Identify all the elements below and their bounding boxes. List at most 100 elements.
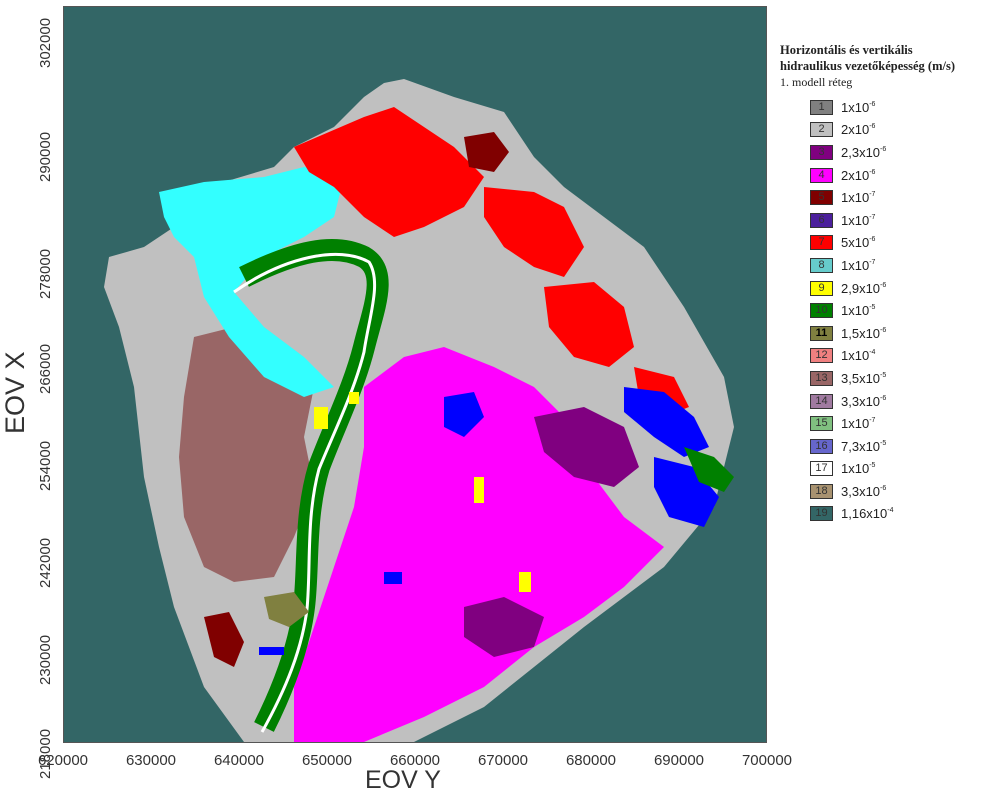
legend-exponent: -7 (869, 417, 876, 425)
legend-label: 2x10-6 (841, 122, 875, 137)
legend-label: 1,5x10-6 (841, 326, 886, 341)
legend-mantissa: 1x10 (841, 348, 870, 364)
legend-exponent: -5 (869, 304, 876, 312)
legend-exponent: -6 (880, 281, 887, 289)
y-axis-title: EOV X (0, 351, 30, 434)
legend-item: 7 5x10-6 (810, 232, 980, 255)
zone-5-southwest (204, 612, 244, 667)
x-tick-label: 660000 (389, 752, 441, 769)
legend-exponent: -5 (880, 371, 887, 379)
legend-swatch: 9 (810, 280, 833, 296)
legend-mantissa: 1x10 (841, 99, 870, 115)
legend-label: 7,3x10-5 (841, 439, 886, 454)
zone-6-spot (384, 572, 402, 584)
river-line (233, 252, 377, 733)
zone-3-area-2 (464, 597, 544, 657)
legend-item: 9 2,9x10-6 (810, 277, 980, 300)
legend-swatch: 15 (810, 416, 833, 432)
legend-label: 3,5x10-5 (841, 371, 886, 386)
zone-6-east (624, 387, 709, 457)
legend-swatch: 5 (810, 190, 833, 206)
x-tick-label: 670000 (477, 752, 529, 769)
zone-9-spot-3 (519, 572, 531, 592)
legend-item: 5 1x10-7 (810, 186, 980, 209)
legend-label: 5x10-6 (841, 235, 875, 250)
legend-item: 10 1x10-5 (810, 299, 980, 322)
legend-swatch: 6 (810, 212, 833, 228)
zone-7-east (484, 187, 584, 277)
y-tick-label: 218000 (37, 728, 54, 779)
legend-swatch: 12 (810, 348, 833, 364)
legend-label: 1,16x10-4 (841, 506, 894, 521)
legend-label: 2,3x10-6 (841, 145, 886, 160)
legend-mantissa: 1x10 (841, 190, 870, 206)
legend-item: 3 2,3x10-6 (810, 141, 980, 164)
zone-13-block (179, 327, 314, 582)
legend-exponent: -6 (880, 394, 887, 402)
legend-label: 1x10-7 (841, 190, 875, 205)
legend-label: 3,3x10-6 (841, 394, 886, 409)
y-tick-label: 266000 (37, 343, 54, 394)
legend-mantissa: 1x10 (841, 416, 870, 432)
legend-items: 1 1x10-6 2 2x10-6 3 2,3x10-6 4 2x10-6 5 1x10-7 6 1x… (810, 96, 980, 525)
y-tick-label: 254000 (37, 440, 54, 491)
legend-mantissa: 7,3x10 (841, 438, 881, 454)
legend-exponent: -6 (869, 123, 876, 131)
legend-item: 13 3,5x10-5 (810, 367, 980, 390)
legend-exponent: -5 (869, 462, 876, 470)
legend-mantissa: 1,5x10 (841, 325, 881, 341)
legend-mantissa: 3,3x10 (841, 393, 881, 409)
legend-label: 1x10-7 (841, 258, 875, 273)
legend-mantissa: 2,3x10 (841, 144, 881, 160)
legend-title: Horizontális és vertikális hidraulikus v… (780, 43, 955, 73)
legend-swatch: 10 (810, 303, 833, 319)
legend-item: 17 1x10-5 (810, 458, 980, 481)
legend-exponent: -5 (880, 439, 887, 447)
x-tick-label: 680000 (565, 752, 617, 769)
y-tick-label: 278000 (37, 248, 54, 299)
legend-mantissa: 1,16x10 (841, 506, 888, 522)
y-tick-label: 230000 (37, 634, 54, 685)
legend-item: 15 1x10-7 (810, 412, 980, 435)
legend-swatch: 1 (810, 99, 833, 115)
legend-swatch: 8 (810, 257, 833, 273)
legend-exponent: -7 (869, 191, 876, 199)
x-tick-label: 650000 (301, 752, 353, 769)
zone-8-area (159, 167, 344, 397)
zone-7-north (294, 107, 484, 237)
legend-subtitle: 1. modell réteg (780, 75, 853, 89)
legend-swatch: 11 (810, 325, 833, 341)
legend-exponent: -7 (869, 213, 876, 221)
legend-exponent: -6 (869, 100, 876, 108)
legend-swatch: 16 (810, 438, 833, 454)
legend-label: 3,3x10-6 (841, 484, 886, 499)
zone-11-patch (264, 592, 309, 627)
legend-swatch: 4 (810, 167, 833, 183)
legend-mantissa: 1x10 (841, 303, 870, 319)
zone-3-area (534, 407, 639, 487)
x-tick-label: 620000 (37, 752, 89, 769)
legend-label: 1x10-5 (841, 303, 875, 318)
legend-item: 6 1x10-7 (810, 209, 980, 232)
y-tick-label: 290000 (37, 131, 54, 182)
legend-mantissa: 2x10 (841, 122, 870, 138)
x-axis-title: EOV Y (365, 766, 441, 794)
legend-label: 1x10-6 (841, 100, 875, 115)
legend-swatch: 3 (810, 144, 833, 160)
legend-item: 2 2x10-6 (810, 119, 980, 142)
legend-swatch: 17 (810, 461, 833, 477)
legend-exponent: -7 (869, 258, 876, 266)
legend-swatch: 2 (810, 122, 833, 138)
x-tick-label: 700000 (741, 752, 793, 769)
hydraulic-conductivity-map (63, 6, 767, 743)
legend-exponent: -4 (869, 349, 876, 357)
zone-6-southeast (654, 457, 719, 527)
legend-mantissa: 2,9x10 (841, 280, 881, 296)
legend-swatch: 7 (810, 235, 833, 251)
zone-10-river-corridor (239, 238, 389, 732)
legend-item: 16 7,3x10-5 (810, 435, 980, 458)
zone-9-spot-4 (349, 392, 359, 404)
legend-label: 1x10-7 (841, 213, 875, 228)
legend-label: 2x10-6 (841, 168, 875, 183)
legend-exponent: -6 (869, 168, 876, 176)
